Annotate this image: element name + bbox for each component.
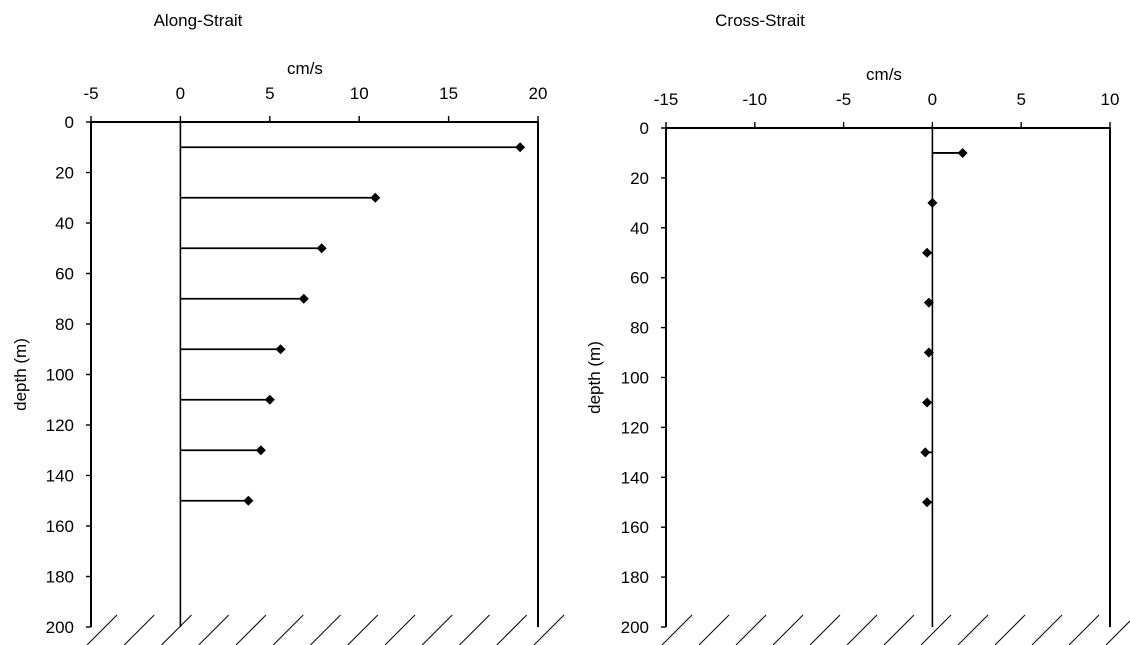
- hatch-line: [661, 614, 693, 645]
- x-axis-label: cm/s: [866, 65, 902, 84]
- y-tick-label: 40: [630, 219, 649, 238]
- y-tick-label: 40: [55, 214, 74, 233]
- plot-frame: [665, 127, 1111, 627]
- y-tick-label: 120: [46, 416, 74, 435]
- hatch-line: [161, 614, 192, 645]
- y-tick-label: 80: [55, 315, 74, 334]
- hatch-line: [86, 614, 118, 645]
- x-tick-label: 5: [265, 84, 274, 103]
- x-tick-label: -5: [836, 90, 851, 109]
- data-point: [515, 142, 526, 153]
- x-tick-label: 10: [1101, 90, 1120, 109]
- hatch-line: [347, 614, 379, 645]
- cross-strait-chart: Cross-Strait -15 -10 -5 0 5 10020406080100120…: [585, 11, 1130, 645]
- x-tick-label: -5: [83, 84, 98, 103]
- hatch-line: [310, 614, 341, 645]
- data-point: [923, 347, 934, 358]
- hatch-line: [421, 614, 453, 645]
- hatch-line: [533, 614, 565, 645]
- x-tick-label: 10: [350, 84, 369, 103]
- y-tick-label: 0: [65, 113, 74, 132]
- y-tick-label: 140: [46, 467, 74, 486]
- y-axis-label: depth (m): [585, 341, 604, 414]
- hatch-line: [994, 614, 1026, 645]
- data-point: [922, 497, 933, 508]
- data-point: [923, 297, 934, 308]
- hatch-line: [459, 614, 490, 645]
- hatch-line: [920, 614, 952, 645]
- data-point: [298, 293, 309, 304]
- y-tick-label: 160: [46, 517, 74, 536]
- y-tick-label: 0: [640, 119, 649, 138]
- y-tick-label: 100: [621, 369, 649, 388]
- y-tick-label: 200: [621, 618, 649, 637]
- y-tick-label: 180: [621, 568, 649, 587]
- y-tick-label: 60: [630, 269, 649, 288]
- x-tick-label: 0: [928, 90, 937, 109]
- data-point: [927, 197, 938, 208]
- along-strait-title: Along-Strait: [154, 11, 243, 30]
- y-tick-label: 180: [46, 568, 74, 587]
- data-point: [922, 397, 933, 408]
- y-tick-label: 100: [46, 366, 74, 385]
- x-tick-label: -10: [743, 90, 768, 109]
- y-axis-label: depth (m): [11, 338, 30, 411]
- hatch-line: [198, 614, 230, 645]
- hatch-line: [272, 614, 304, 645]
- data-point: [920, 447, 931, 458]
- y-tick-label: 20: [55, 164, 74, 183]
- y-tick-label: 120: [621, 418, 649, 437]
- hatch-line: [735, 614, 767, 645]
- x-axis-label: cm/s: [287, 59, 323, 78]
- hatch-line: [957, 614, 989, 645]
- x-tick-label: 20: [529, 84, 548, 103]
- hatch-line: [883, 614, 915, 645]
- hatch-line: [235, 614, 267, 645]
- data-point: [922, 247, 933, 258]
- data-point: [275, 344, 286, 355]
- hatch-line: [496, 614, 528, 645]
- y-tick-label: 60: [55, 265, 74, 284]
- x-tick-label: 15: [439, 84, 458, 103]
- hatch-line: [1068, 614, 1100, 645]
- hatch-line: [123, 614, 155, 645]
- along-strait-chart: Along-Strait -5 0 5 10 15 2002040608010012014…: [11, 11, 565, 645]
- hatch-line: [1031, 614, 1063, 645]
- seafloor-hatching: [661, 614, 1130, 645]
- hatch-line: [846, 614, 878, 645]
- x-tick-label: 5: [1016, 90, 1025, 109]
- x-tick-label: -15: [654, 90, 679, 109]
- hatch-line: [772, 614, 804, 645]
- y-tick-label: 80: [630, 319, 649, 338]
- data-point: [243, 495, 254, 506]
- seafloor-hatching: [86, 614, 565, 645]
- data-point: [316, 243, 327, 254]
- data-point: [264, 394, 275, 405]
- y-tick-label: 160: [621, 518, 649, 537]
- y-tick-label: 140: [621, 468, 649, 487]
- data-point: [370, 192, 381, 203]
- x-tick-label: 0: [176, 84, 185, 103]
- y-tick-label: 20: [630, 169, 649, 188]
- y-tick-label: 200: [46, 618, 74, 637]
- hatch-line: [384, 614, 416, 645]
- hatch-line: [1105, 620, 1130, 645]
- data-point: [255, 445, 266, 456]
- hatch-line: [809, 614, 841, 645]
- hatch-line: [698, 614, 730, 645]
- cross-strait-title: Cross-Strait: [715, 11, 805, 30]
- data-point: [957, 147, 968, 158]
